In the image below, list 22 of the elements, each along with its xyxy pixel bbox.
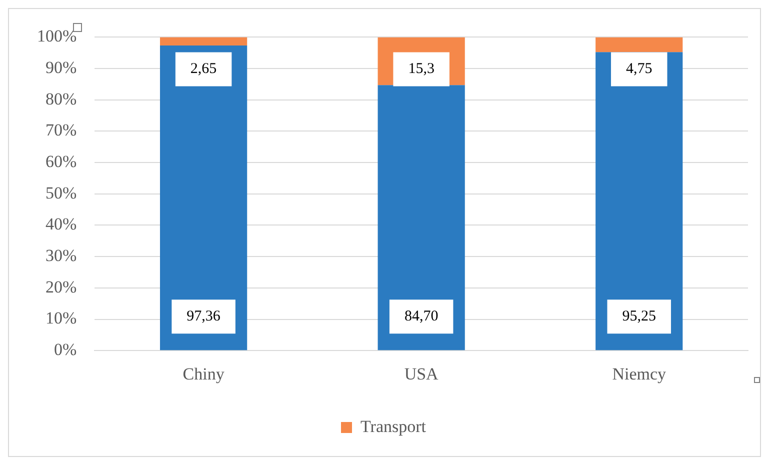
- y-tick-label: 40%: [45, 214, 77, 234]
- y-tick-label: 10%: [45, 308, 77, 328]
- legend-label: Transport: [360, 416, 426, 436]
- y-tick-label: 100%: [36, 26, 77, 46]
- data-label: 15,3: [408, 61, 434, 78]
- data-label: 97,36: [186, 308, 221, 325]
- data-label: 4,75: [626, 61, 652, 78]
- y-tick-label: 60%: [45, 152, 77, 172]
- y-tick-label: 80%: [45, 89, 77, 108]
- y-tick-label: 0%: [54, 340, 77, 360]
- y-tick-label: 30%: [45, 246, 77, 266]
- x-tick-label: Chiny: [182, 364, 225, 384]
- y-tick-label: 90%: [45, 58, 77, 78]
- data-label: 2,65: [190, 61, 217, 78]
- y-tick-label: 20%: [45, 277, 77, 296]
- x-tick-label: Niemcy: [612, 364, 667, 384]
- bar: [160, 37, 248, 46]
- y-tick-label: 50%: [45, 183, 77, 202]
- x-tick-label: USA: [404, 364, 440, 384]
- y-tick-label: 70%: [45, 120, 77, 140]
- data-label: 95,25: [622, 308, 656, 325]
- data-label: 84,70: [404, 308, 438, 325]
